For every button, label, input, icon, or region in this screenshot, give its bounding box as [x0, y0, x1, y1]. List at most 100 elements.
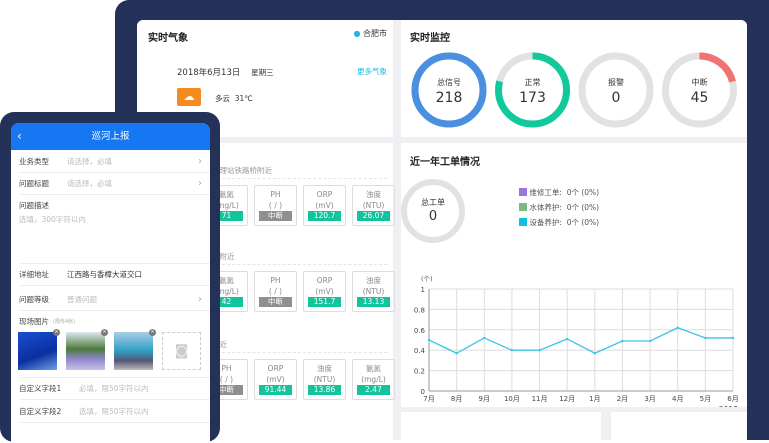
form-field[interactable]: 问题标题 请选择，必填 › — [19, 173, 210, 195]
data-point[interactable] — [565, 337, 569, 341]
site-photo[interactable]: × — [114, 329, 156, 370]
partly-cloudy-icon: ☁ — [177, 88, 201, 106]
donut-value: 218 — [436, 90, 463, 106]
field-value: 请选择，必填 — [67, 179, 112, 188]
donut-value: 173 — [519, 90, 546, 106]
monitor-donut-3[interactable]: 中断 45 — [662, 52, 737, 128]
data-point[interactable] — [648, 339, 652, 343]
metric-name: ORP — [316, 276, 333, 285]
field-description[interactable]: 问题描述 选填，300字符以内 — [19, 195, 210, 264]
metric-box[interactable]: 氨氮 (mg/L) 2.47 — [352, 359, 395, 400]
x-tick-label: 6月 — [727, 395, 738, 403]
monitor-donuts: 总信号 218 正常 173 报警 0 中断 45 — [411, 52, 737, 128]
add-photo-camera-icon[interactable]: ◙ — [162, 332, 201, 370]
site-photo[interactable]: × — [66, 329, 108, 370]
remove-photo-icon[interactable]: × — [101, 329, 108, 336]
metric-box[interactable]: 浊度 (NTU) 26.07 — [352, 185, 395, 226]
x-tick-label: 2月 — [617, 395, 628, 403]
x-tick-label: 11月 — [532, 395, 548, 403]
monitor-donut-0[interactable]: 总信号 218 — [411, 52, 487, 128]
legend-value: 0个 (0%) — [566, 218, 600, 227]
data-point[interactable] — [676, 326, 679, 329]
site-photo[interactable]: × — [18, 329, 60, 370]
remove-photo-icon[interactable]: × — [53, 329, 60, 336]
metric-name: 氨氮 — [366, 364, 381, 373]
metric-value: 13.13 — [357, 297, 390, 307]
field-label: 问题描述 — [19, 201, 49, 210]
data-point[interactable] — [510, 349, 514, 352]
legend-value: 0个 (0%) — [566, 188, 600, 197]
field-value: 请选择，必填 — [67, 157, 112, 166]
donut-value: 0 — [612, 90, 621, 106]
form-field[interactable]: 详细地址 江西路与香樟大道交口 — [19, 264, 210, 286]
form-field[interactable]: 业务类型 请选择，必填 › — [19, 151, 210, 173]
metric-value: 71 — [210, 211, 243, 221]
monitor-card: 实时监控 总信号 218 正常 173 报警 0 中断 45 — [401, 20, 747, 137]
location-pin-icon: ● — [353, 29, 361, 38]
metric-unit: ( / ) — [268, 201, 283, 210]
metric-unit: (NTU) — [362, 201, 385, 210]
metric-unit: (NTU) — [362, 287, 385, 296]
city-selector[interactable]: ● 合肥市 — [353, 28, 387, 39]
metric-box[interactable]: 浊度 (NTU) 13.86 — [303, 359, 346, 400]
y-tick-label: 0 — [421, 388, 425, 396]
metric-unit: ( / ) — [268, 287, 283, 296]
metric-value: 13.86 — [308, 385, 341, 395]
phone-frame: ‹ 巡河上报 业务类型 请选择，必填 › 问题标题 请选择，必填 › 问题描述 选填，300字… — [0, 112, 220, 443]
phone-header: ‹ 巡河上报 — [11, 123, 210, 150]
legend-label: 水体养护: — [529, 203, 562, 212]
data-point[interactable] — [704, 336, 707, 340]
data-point[interactable] — [427, 338, 431, 342]
data-point[interactable] — [455, 352, 458, 355]
data-point[interactable] — [593, 352, 597, 355]
x-tick-label: 1月 — [589, 395, 600, 403]
donut-label: 报警 — [608, 77, 624, 87]
metric-box[interactable]: PH ( / ) 中断 — [254, 271, 297, 312]
metric-name: PH — [270, 190, 281, 199]
donut-label: 正常 — [525, 78, 541, 87]
legend-label: 维修工单: — [529, 188, 562, 197]
site-divider — [212, 352, 387, 353]
form-field[interactable]: 问题等级 普通问题 › — [19, 289, 210, 311]
weather-weekday: 星期三 — [251, 68, 274, 77]
metric-unit: (mV) — [315, 287, 334, 296]
back-arrow-icon[interactable]: ‹ — [17, 129, 22, 143]
field-value: 必填，限50字符以内 — [79, 384, 149, 393]
phone-screen: ‹ 巡河上报 业务类型 请选择，必填 › 问题标题 请选择，必填 › 问题描述 选填，300字… — [11, 123, 210, 443]
metric-unit: ( / ) — [219, 375, 234, 384]
monitor-donut-2[interactable]: 报警 0 — [578, 52, 654, 128]
donut-label: 中断 — [692, 77, 708, 87]
data-point[interactable] — [483, 336, 486, 340]
donut-value: 45 — [691, 90, 709, 106]
data-point[interactable] — [621, 339, 624, 343]
data-point[interactable] — [538, 349, 541, 352]
metric-unit: (mV) — [266, 375, 285, 384]
metric-box[interactable]: ORP (mV) 120.7 — [303, 185, 346, 226]
x-tick-label: 9月 — [479, 395, 490, 403]
remove-photo-icon[interactable]: × — [149, 329, 156, 336]
monitor-donut-1[interactable]: 正常 173 — [495, 52, 570, 128]
metric-value: 151.7 — [308, 297, 341, 307]
metric-value: 42 — [210, 297, 243, 307]
y-axis-unit: (个) — [421, 275, 433, 283]
metric-box[interactable]: PH ( / ) 中断 — [254, 185, 297, 226]
legend-label: 设备养护: — [529, 218, 562, 227]
data-point[interactable] — [731, 336, 735, 340]
metric-unit: (mg/L) — [361, 375, 386, 384]
metric-box[interactable]: 浊度 (NTU) 13.13 — [352, 271, 395, 312]
more-weather-link[interactable]: 更多气象 — [357, 67, 387, 76]
x-tick-label: 5月 — [700, 395, 711, 403]
metric-name: 浊度 — [366, 276, 381, 285]
metric-box[interactable]: ORP (mV) 91.44 — [254, 359, 297, 400]
field-label: 问题等级 — [19, 295, 49, 304]
legend-value: 0个 (0%) — [566, 203, 600, 212]
chevron-right-icon: › — [198, 156, 202, 167]
metric-unit: (mg/L) — [214, 201, 239, 210]
workorder-title: 近一年工单情况 — [410, 157, 480, 168]
form-field[interactable]: 自定义字段1 必填，限50字符以内 — [19, 378, 210, 400]
metric-name: PH — [221, 364, 232, 373]
site-name: 处理站铁路桥附近 — [212, 166, 272, 175]
donut-arc — [411, 52, 487, 128]
metric-box[interactable]: ORP (mV) 151.7 — [303, 271, 346, 312]
city-name: 合肥市 — [363, 29, 387, 38]
